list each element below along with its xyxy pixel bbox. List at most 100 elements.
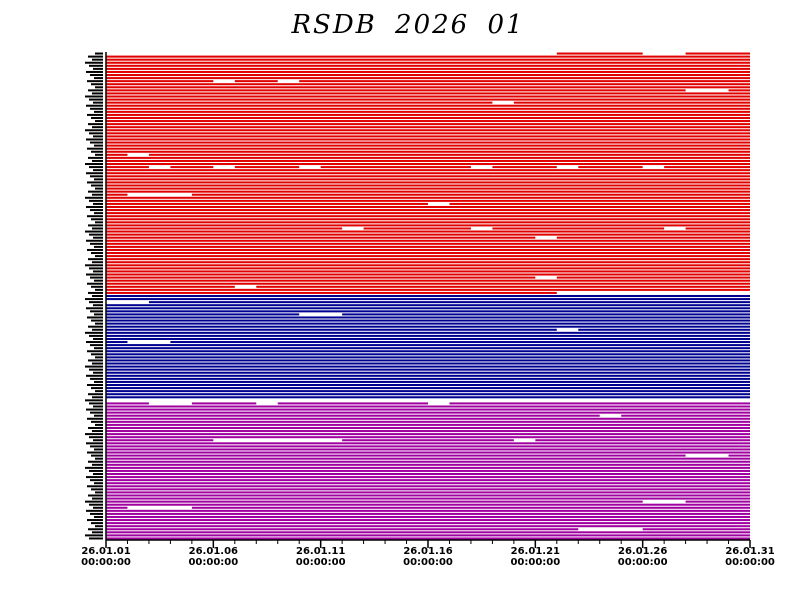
y-label-mark-2-17 [91, 454, 103, 457]
y-label-mark-0-16 [93, 101, 103, 104]
y-label-mark-2-23 [93, 473, 103, 476]
y-label-mark-2-0 [89, 402, 103, 405]
bar-segment-2-10-0 [106, 433, 750, 436]
y-label-mark-2-2 [86, 408, 103, 411]
y-label-mark-0-43 [91, 184, 103, 187]
y-label-mark-0-49 [93, 202, 103, 205]
y-label-mark-2-6 [91, 420, 103, 423]
y-label-mark-0-14 [85, 95, 103, 98]
y-label-mark-0-27 [93, 135, 103, 138]
bar-segment-0-65-0 [106, 252, 750, 255]
y-label-mark-1-3 [93, 304, 103, 307]
bar-segment-0-31-0 [106, 147, 750, 150]
y-label-mark-2-16 [87, 451, 103, 454]
y-label-mark-2-24 [86, 476, 103, 479]
y-label-mark-1-30 [91, 387, 103, 390]
y-label-mark-0-56 [88, 224, 103, 227]
bar-segment-0-12-1 [728, 89, 750, 92]
y-label-mark-0-22 [95, 120, 103, 123]
bar-segment-2-37-0 [106, 515, 750, 518]
bar-segment-0-53-0 [106, 215, 750, 218]
bar-segment-2-26-0 [106, 482, 750, 485]
y-label-mark-2-27 [87, 485, 103, 488]
bar-segment-2-5-0 [106, 417, 750, 420]
bar-segment-1-10-0 [106, 325, 750, 328]
bar-segment-0-67-0 [106, 258, 750, 261]
y-label-mark-1-20 [95, 356, 103, 359]
bar-segment-0-57-0 [106, 227, 343, 230]
y-label-mark-2-1 [93, 405, 103, 408]
bar-segment-2-12-0 [106, 439, 214, 442]
bar-segment-0-49-1 [449, 202, 750, 205]
bar-segment-0-37-6 [664, 166, 750, 169]
y-label-mark-2-20 [92, 463, 103, 466]
x-tick-label-date-0: 26.01.01 [81, 546, 130, 557]
bar-segment-2-34-0 [106, 506, 128, 509]
bar-segment-2-20-0 [106, 463, 750, 466]
y-label-mark-0-48 [89, 199, 103, 202]
bar-segment-0-9-1 [234, 80, 278, 83]
bar-segment-0-52-0 [106, 212, 750, 215]
x-tick-label-time-4: 00:00:00 [510, 557, 560, 568]
y-label-mark-1-9 [95, 322, 103, 325]
bar-segment-1-15-1 [170, 341, 750, 344]
x-tick-label-time-0: 00:00:00 [81, 557, 131, 568]
y-label-mark-2-35 [86, 509, 103, 512]
y-label-mark-0-72 [86, 273, 103, 276]
bar-segment-2-17-1 [728, 454, 750, 457]
y-label-mark-0-63 [94, 245, 103, 248]
y-label-mark-1-5 [90, 310, 103, 313]
bar-segment-0-0-0 [556, 52, 643, 55]
bar-segment-1-26-0 [106, 374, 750, 377]
bar-segment-0-68-0 [106, 261, 750, 264]
bar-segment-2-23-0 [106, 473, 750, 476]
bar-segment-0-24-0 [106, 126, 750, 129]
bar-segment-2-3-0 [106, 411, 750, 414]
bar-segment-0-15-0 [106, 98, 750, 101]
bar-segment-1-0-0 [106, 294, 750, 298]
bar-segment-0-20-0 [106, 113, 750, 116]
bar-segment-1-21-0 [106, 359, 750, 362]
chart-title: RSDB 2026 01 [291, 10, 525, 40]
y-label-mark-0-70 [89, 267, 103, 270]
bar-segment-0-30-0 [106, 144, 750, 147]
bar-segment-2-8-0 [106, 426, 750, 429]
y-label-mark-0-40 [90, 175, 103, 178]
y-label-mark-0-39 [86, 172, 103, 175]
bar-segment-1-29-0 [106, 383, 750, 387]
x-tick-label-date-1: 26.01.06 [189, 546, 238, 557]
bar-segment-0-73-0 [106, 276, 536, 279]
y-label-mark-2-25 [90, 479, 103, 482]
y-label-mark-0-47 [85, 196, 103, 199]
bar-segment-1-5-0 [106, 310, 750, 313]
y-label-mark-2-18 [95, 457, 103, 460]
bar-segment-2-11-0 [106, 436, 750, 439]
y-label-mark-0-60 [93, 236, 103, 239]
y-label-mark-0-36 [85, 163, 103, 166]
bar-segment-0-35-0 [106, 159, 750, 162]
y-label-mark-0-0 [95, 52, 103, 55]
bar-segment-1-1-0 [106, 298, 750, 301]
bar-segment-2-9-0 [106, 430, 750, 433]
bar-segment-0-25-0 [106, 129, 750, 132]
bar-segment-2-34-1 [191, 506, 750, 509]
y-label-mark-1-6 [94, 313, 103, 316]
bar-segment-2-2-0 [106, 408, 750, 411]
y-label-mark-0-41 [94, 178, 103, 181]
bar-segment-2-43-0 [106, 534, 750, 537]
x-axis-ticks: 26.01.0100:00:0026.01.0600:00:0026.01.11… [81, 540, 775, 568]
y-label-mark-1-27 [90, 377, 103, 380]
y-label-mark-2-41 [88, 528, 103, 531]
bar-segment-2-7-0 [106, 423, 750, 426]
bar-segment-1-20-0 [106, 356, 750, 359]
x-tick-label-date-2: 26.01.11 [296, 546, 345, 557]
bar-segment-2-19-0 [106, 460, 750, 463]
y-label-mark-0-66 [95, 255, 103, 258]
bar-segment-0-76-0 [106, 285, 235, 288]
bar-segment-2-30-0 [106, 494, 750, 497]
bar-segment-0-2-0 [106, 58, 750, 61]
bar-segment-2-14-0 [106, 445, 750, 448]
y-label-mark-0-42 [87, 181, 103, 184]
bar-segment-2-12-2 [535, 439, 750, 442]
bar-segment-0-34-0 [106, 156, 750, 159]
